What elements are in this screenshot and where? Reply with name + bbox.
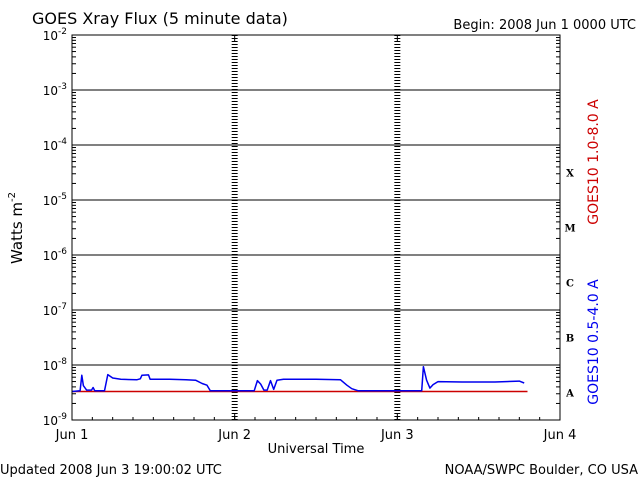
x-tick-label: Jun 3 xyxy=(380,428,414,443)
y-tick-exponent: -2 xyxy=(58,27,67,37)
series-line-short-channel xyxy=(71,365,525,393)
y-tick-base: 10 xyxy=(43,84,58,98)
y-tick-exponent: -3 xyxy=(58,82,67,92)
flare-class-label: X xyxy=(566,169,574,180)
y-tick-label: 10-8 xyxy=(43,357,68,373)
y-axis-label-text: Watts m xyxy=(8,202,26,264)
y-tick-exponent: -9 xyxy=(58,412,67,422)
y-tick-label: 10-2 xyxy=(43,27,67,43)
flare-class-label: M xyxy=(564,224,575,235)
updated-timestamp: Updated 2008 Jun 3 19:00:02 UTC xyxy=(0,463,222,478)
begin-time: Begin: 2008 Jun 1 0000 UTC xyxy=(453,18,636,33)
y-tick-label: 10-7 xyxy=(43,302,67,318)
y-tick-base: 10 xyxy=(43,29,58,43)
y-tick-label: 10-4 xyxy=(43,137,68,153)
y-tick-label: 10-3 xyxy=(43,82,67,98)
legend-long-channel: GOES10 1.0-8.0 A xyxy=(586,99,602,225)
x-axis-label: Universal Time xyxy=(268,442,365,457)
flare-class-label: B xyxy=(566,334,574,345)
y-tick-exponent: -5 xyxy=(58,192,67,202)
grid xyxy=(72,35,560,420)
y-tick-exponent: -4 xyxy=(58,137,67,147)
y-tick-base: 10 xyxy=(43,194,58,208)
legend-short-channel: GOES10 0.5-4.0 A xyxy=(586,279,602,405)
y-tick-base: 10 xyxy=(43,139,58,153)
y-tick-exponent: -8 xyxy=(58,357,67,367)
y-tick-base: 10 xyxy=(43,359,58,373)
source-credit: NOAA/SWPC Boulder, CO USA xyxy=(445,463,638,478)
y-tick-exponent: -6 xyxy=(58,247,67,257)
chart-title: GOES Xray Flux (5 minute data) xyxy=(32,9,288,28)
y-tick-label: 10-6 xyxy=(43,247,68,263)
y-tick-base: 10 xyxy=(43,249,58,263)
series-layer xyxy=(71,365,528,393)
y-tick-exponent: -7 xyxy=(58,302,67,312)
y-axis-label: Watts m-2 xyxy=(7,192,26,264)
x-tick-label: Jun 4 xyxy=(543,428,577,443)
flare-class-label: A xyxy=(565,389,574,400)
y-axis-label-sup: -2 xyxy=(7,192,18,202)
y-tick-label: 10-9 xyxy=(43,412,68,428)
y-tick-base: 10 xyxy=(43,414,58,428)
x-tick-label: Jun 1 xyxy=(55,428,89,443)
flare-class-label: C xyxy=(566,279,574,290)
plot-frame xyxy=(71,34,561,421)
y-tick-base: 10 xyxy=(43,304,58,318)
x-tick-label: Jun 2 xyxy=(217,428,251,443)
y-tick-label: 10-5 xyxy=(43,192,67,208)
